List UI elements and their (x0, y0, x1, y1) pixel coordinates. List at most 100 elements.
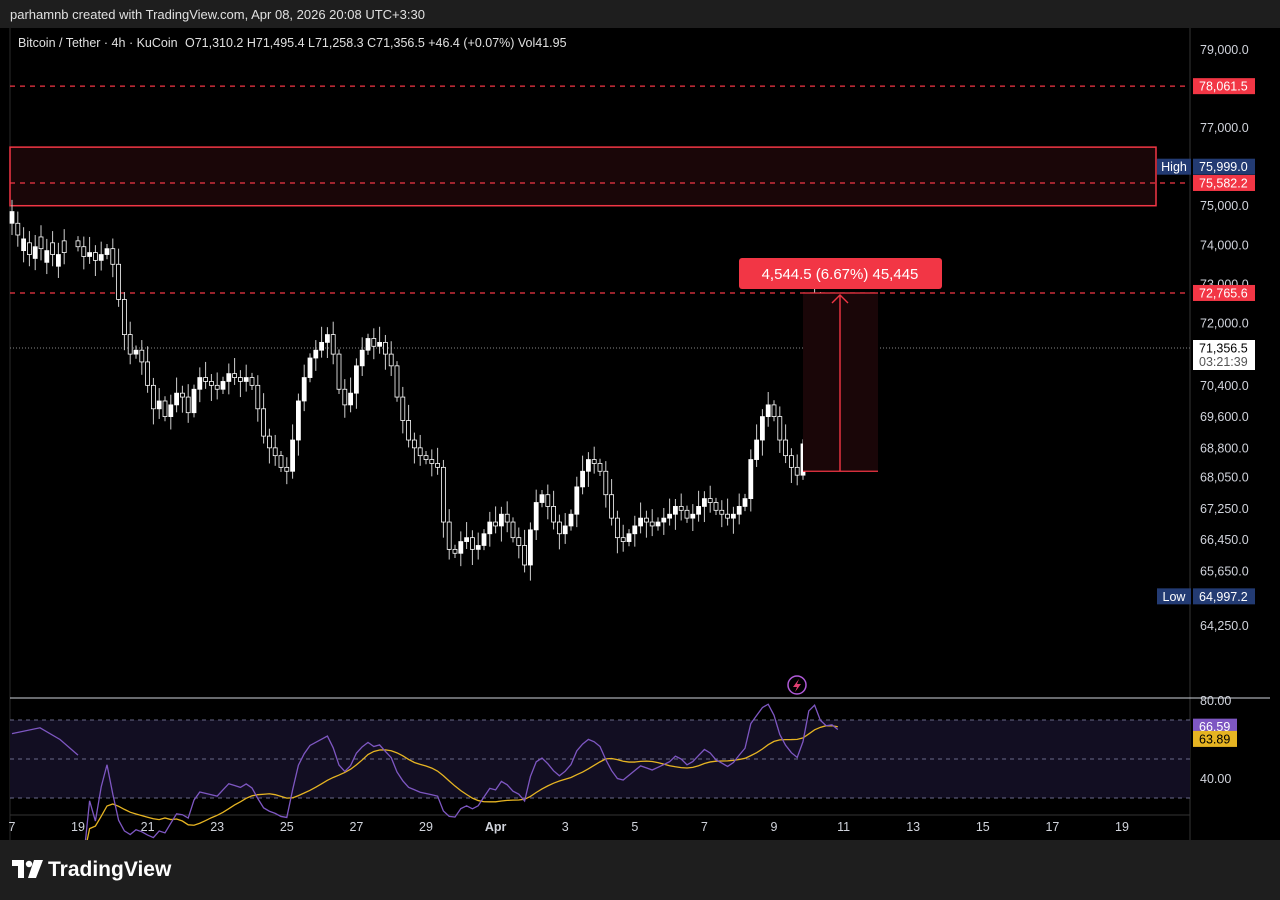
candle-body (324, 334, 330, 343)
candle-body (21, 238, 27, 252)
candle-body (649, 521, 655, 527)
high-tag-bg (1157, 158, 1191, 175)
candle-body (266, 435, 272, 449)
candle-body (719, 509, 725, 515)
candle-body (638, 517, 643, 527)
candle-body (313, 349, 319, 359)
candle-body (249, 377, 255, 386)
price-tick-label: 77,000.0 (1200, 121, 1249, 135)
candle-body (122, 299, 127, 335)
candle-body (50, 242, 55, 255)
candle-body (284, 466, 290, 472)
candle-body (290, 439, 296, 472)
rsi-line (83, 703, 839, 857)
date-tick-label: 29 (419, 820, 433, 834)
rsi-line-start (11, 727, 79, 756)
price-tick-label: 65,650.0 (1200, 564, 1249, 578)
candle-body (411, 439, 417, 449)
candle-body (214, 384, 220, 390)
price-tick-label: 68,050.0 (1200, 471, 1249, 485)
candle-body (475, 545, 481, 550)
measure-label: 4,544.5 (6.67%) 45,445 (762, 266, 919, 283)
candle-body (469, 537, 475, 550)
measure-arrowhead (831, 293, 849, 304)
candle-body (748, 459, 754, 500)
candle-body (771, 404, 777, 417)
candles (9, 199, 841, 581)
candle-body (32, 246, 38, 259)
candle-body (56, 254, 61, 267)
candle-body (522, 545, 527, 566)
candle-body (684, 509, 690, 519)
candle-body (93, 252, 98, 261)
candle-body (690, 513, 696, 519)
candle-body (394, 365, 400, 398)
rsi-ma-line (83, 725, 838, 857)
candle-body (150, 384, 156, 410)
level-label: 78,061.5 (1199, 80, 1248, 94)
candle-body (26, 242, 32, 255)
candle-body (417, 447, 423, 457)
candle-body (342, 388, 348, 406)
candle-body (603, 470, 609, 496)
high-price-label: 75,999.0 (1199, 160, 1248, 174)
candle-body (110, 248, 116, 265)
candle-body (440, 466, 446, 523)
countdown-label: 03:21:39 (1199, 355, 1248, 369)
candle-body (104, 248, 110, 255)
candle-body (481, 533, 487, 546)
candle-body (359, 349, 365, 367)
rsi-band (10, 720, 1190, 798)
price-tick-label: 68,800.0 (1200, 441, 1249, 455)
candle-body (516, 537, 522, 546)
date-tick-label: 7 (9, 820, 16, 834)
candle-body (574, 486, 580, 515)
candle-body (272, 447, 278, 457)
candle-body (15, 222, 21, 236)
candle-body (116, 263, 121, 300)
candle-body (713, 502, 719, 511)
candle-body (609, 494, 614, 519)
candle-body (237, 377, 243, 382)
candle-body (533, 502, 539, 531)
candle-body (777, 416, 783, 441)
candle-body (736, 506, 742, 515)
candle-body (145, 361, 151, 386)
candle-body (435, 463, 441, 468)
level-label: 75,582.2 (1199, 176, 1248, 190)
candle-body (458, 541, 464, 554)
flash-icon (787, 675, 807, 695)
rsi-tick-label: 40.00 (1200, 772, 1231, 786)
date-tick-label: 23 (210, 820, 224, 834)
candle-body (557, 521, 562, 535)
candle-body (493, 521, 499, 527)
date-tick-label: 3 (562, 820, 569, 834)
rsi-ma-bg (1193, 730, 1237, 747)
date-tick-label: 9 (771, 820, 778, 834)
supply-zone (9, 146, 1157, 207)
candle-body (81, 246, 87, 257)
candle-body (162, 400, 168, 417)
candle-body (725, 513, 730, 519)
candle-body (179, 392, 185, 398)
low-price-label: 64,997.2 (1199, 590, 1248, 604)
candle-body (562, 525, 568, 535)
price-tick-label: 70,400.0 (1200, 379, 1249, 393)
price-tick-label: 67,250.0 (1200, 502, 1249, 516)
candle-body (760, 416, 765, 441)
candle-body (794, 466, 800, 476)
candle-body (185, 396, 191, 414)
candle-body (429, 459, 435, 464)
date-tick-label: Apr (485, 820, 507, 834)
rsi-ma-label: 63.89 (1199, 732, 1230, 746)
date-tick-label: 17 (1045, 820, 1059, 834)
rsi-value-bg (1193, 718, 1237, 735)
date-tick-label: 11 (837, 820, 850, 834)
high-price-label-bg (1193, 158, 1255, 175)
low-tag-bg (1157, 588, 1191, 605)
candle-body (261, 408, 267, 437)
candle-body (551, 506, 556, 523)
low-price-label-bg (1193, 588, 1255, 605)
price-tick-label: 72,000.0 (1200, 316, 1249, 330)
